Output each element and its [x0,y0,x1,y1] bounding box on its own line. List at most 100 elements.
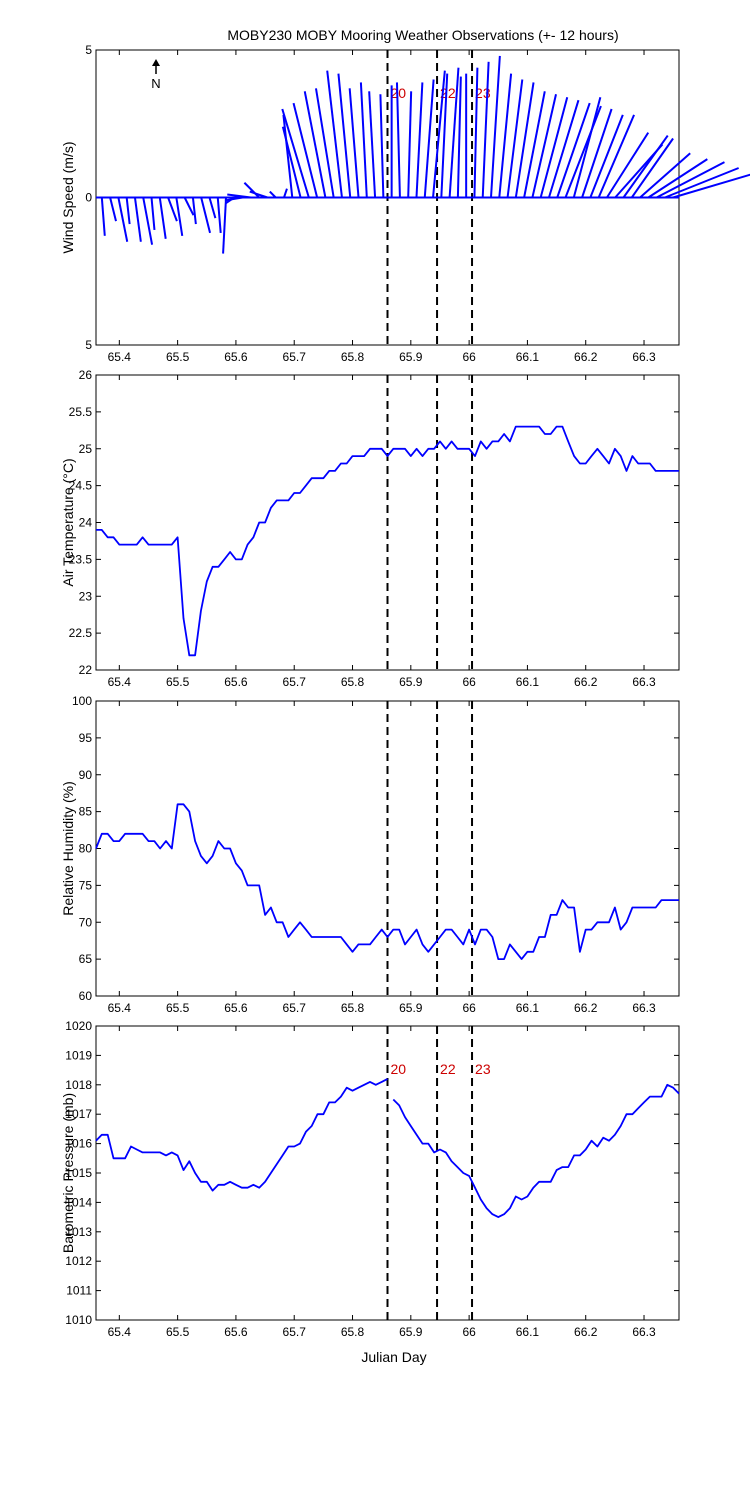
x-tick-label: 65.7 [283,1001,307,1015]
wind-vector [548,99,580,198]
x-tick-label: 65.4 [108,675,132,689]
y-tick-label: 80 [79,842,93,856]
wind-vector [432,70,446,198]
y-tick-label: 5 [85,43,92,57]
y-tick-label: 1012 [65,1254,92,1268]
y-tick-label: 5 [85,338,92,352]
x-tick-label: 65.8 [341,350,365,364]
y-tick-label: 1016 [65,1137,92,1151]
x-tick-label: 65.5 [166,675,190,689]
wind-speed-panel: 65.4 65.5 65.6 65.7 65.8 65.9 66 66.1 66.2 66.3 5 0… [60,43,750,364]
wind-vector [282,114,294,198]
wind-vector [359,82,368,198]
wind-vector [423,79,435,198]
x-tick-label: 66.1 [516,350,540,364]
y-tick-label: 1020 [65,1019,92,1033]
wind-vector [473,67,479,198]
y-tick-label: 25.5 [69,405,93,419]
y-tick-label: 60 [79,989,93,1003]
x-tick-label: 66.1 [516,675,540,689]
wind-vector [581,108,613,198]
y-tick-label: 22.5 [69,626,93,640]
wind-vector [647,158,708,199]
x-tick-label: 66 [462,350,476,364]
y-tick-label: 23 [79,589,93,603]
y-tick-label: 75 [79,878,93,892]
event-label: 22 [440,1061,456,1077]
wind-vector [208,197,217,219]
x-tick-label: 66.1 [516,1001,540,1015]
barometric-pressure-panel: 65.4 65.5 65.6 65.7 65.8 65.9 66 66.1 66.2 66.3 10… [60,1019,680,1339]
y-axis-label: Barometric Pressure (mb) [60,1093,76,1253]
wind-vector [597,114,635,198]
y-tick-label: 0 [85,191,92,205]
x-tick-label: 65.5 [166,350,190,364]
x-tick-label: 66 [462,1325,476,1339]
wind-vector [117,197,129,242]
x-tick-label: 66.2 [574,1325,598,1339]
north-arrow-head-icon [152,59,160,66]
x-tick-label: 65.6 [224,1325,248,1339]
series-line [95,1078,388,1192]
wind-vector [150,197,156,231]
x-tick-label: 66.3 [632,675,656,689]
wind-vector [283,188,288,198]
y-tick-label: 1019 [65,1048,92,1062]
series-line [96,425,679,657]
x-tick-label: 65.9 [399,675,423,689]
wind-vector [395,82,401,198]
wind-vector [142,197,154,245]
wind-vector [556,102,591,198]
x-tick-label: 65.9 [399,1001,423,1015]
wind-vector [407,91,413,198]
x-tick-label: 65.4 [108,1325,132,1339]
y-tick-label: 95 [79,731,93,745]
wind-vector [125,197,131,225]
event-label: 20 [391,1061,407,1077]
x-tick-label: 65.7 [283,675,307,689]
wind-vector [656,161,725,199]
wind-vector [167,197,178,222]
wind-vector [243,182,260,199]
wind-vector [448,67,460,198]
wind-vector [183,197,195,216]
x-tick-label: 65.9 [399,1325,423,1339]
wind-vector [281,126,302,198]
x-tick-label: 65.5 [166,1001,190,1015]
wind-vector [175,197,184,237]
wind-vector [572,96,602,198]
y-tick-label: 70 [79,915,93,929]
y-tick-label: 1015 [65,1166,92,1180]
x-tick-label: 65.7 [283,1325,307,1339]
y-tick-label: 85 [79,805,93,819]
x-tick-label: 66.1 [516,1325,540,1339]
wind-vector [222,197,228,254]
x-tick-label: 65.6 [224,1001,248,1015]
x-tick-label: 66.3 [632,350,656,364]
wind-vector [481,61,490,198]
x-tick-label: 65.6 [224,350,248,364]
wind-vector [606,132,650,199]
x-tick-label: 66.3 [632,1325,656,1339]
wind-vector [456,76,462,198]
x-tick-label: 65.9 [399,350,423,364]
y-tick-label: 1013 [65,1225,92,1239]
wind-vector [303,91,327,198]
y-tick-label: 25 [79,442,93,456]
wind-vector [440,73,449,198]
x-tick-label: 65.7 [283,350,307,364]
y-axis-label: Air Temperature (°C) [60,458,76,586]
y-tick-label: 1018 [65,1078,92,1092]
wind-vector [191,197,197,225]
x-tick-label: 66.2 [574,350,598,364]
wind-vector [415,82,424,198]
relative-humidity-panel: 65.4 65.5 65.6 65.7 65.8 65.9 66 66.1 66.2 66.3 60… [60,694,680,1015]
x-tick-label: 65.6 [224,675,248,689]
event-label: 20 [391,85,407,101]
y-tick-label: 26 [79,368,93,382]
wind-vector [506,79,524,198]
x-tick-label: 65.4 [108,350,132,364]
air-temperature-panel: 65.4 65.5 65.6 65.7 65.8 65.9 66 66.1 66.2 66.3 22… [60,368,680,689]
wind-vector [348,88,360,198]
